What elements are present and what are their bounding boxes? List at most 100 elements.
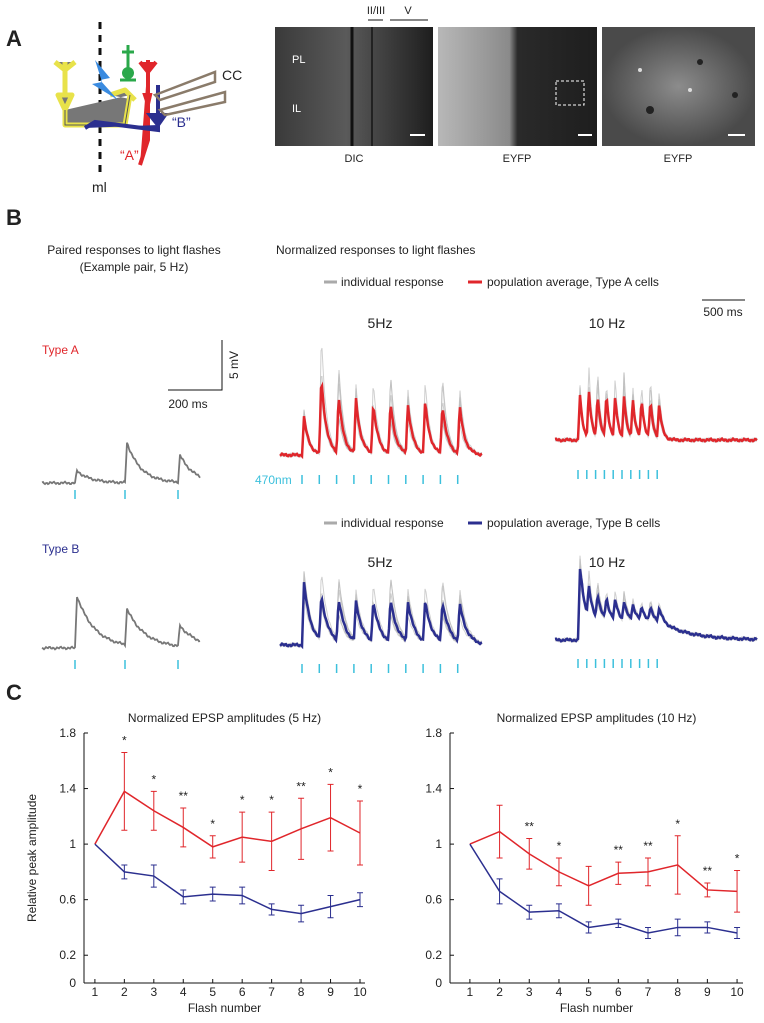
error-bar — [704, 882, 711, 898]
error-bar — [268, 903, 275, 916]
significance: ** — [614, 843, 624, 857]
individual-trace — [554, 582, 758, 641]
y-tick-label: 0.6 — [425, 893, 442, 907]
error-bar — [526, 904, 533, 920]
significance: ** — [525, 820, 535, 834]
paired-subtitle: (Example pair, 5 Hz) — [80, 260, 189, 274]
error-bar — [734, 926, 741, 940]
chart-title: Normalized EPSP amplitudes (10 Hz) — [497, 711, 697, 725]
y-tick-label: 1.8 — [59, 726, 76, 740]
error-bar — [356, 892, 363, 908]
x-tick-label: 2 — [496, 985, 503, 999]
layer-label: II/III — [367, 5, 385, 17]
legend-label: population average, Type B cells — [487, 516, 660, 530]
x-tick-label: 4 — [556, 985, 563, 999]
cc-label: CC — [222, 67, 242, 83]
x-tick-label: 4 — [180, 985, 187, 999]
x-tick-label: 5 — [585, 985, 592, 999]
x-tick-label: 10 — [353, 985, 367, 999]
condition-label: 5Hz — [368, 315, 393, 331]
error-bar — [356, 800, 363, 866]
condition-label: 10 Hz — [589, 315, 626, 331]
significance: ** — [643, 839, 653, 853]
y-tick-label: 0 — [435, 976, 442, 990]
x-axis-label: Flash number — [560, 1001, 633, 1015]
x-tick-label: 3 — [526, 985, 533, 999]
type-b-row: Type B individual response population av… — [42, 516, 660, 570]
significance: * — [269, 793, 274, 807]
legend-label: individual response — [341, 275, 444, 289]
region-label: IL — [292, 103, 301, 115]
x-tick-label: 5 — [209, 985, 216, 999]
x-tick-label: 7 — [268, 985, 275, 999]
y-tick-label: 0.6 — [59, 893, 76, 907]
significance: * — [151, 772, 156, 786]
charts: Normalized EPSP amplitudes (5 Hz) Relativ… — [25, 711, 744, 1015]
error-bar — [555, 903, 562, 919]
error-bar — [645, 857, 652, 887]
individual-trace — [554, 558, 758, 641]
average-trace — [279, 381, 483, 460]
image-caption: EYFP — [664, 153, 693, 165]
error-bar — [298, 904, 305, 923]
y-tick-label: 1 — [69, 837, 76, 851]
cell-type: Type B — [42, 542, 79, 556]
error-bar — [150, 790, 157, 831]
average-trace — [554, 391, 758, 443]
error-bar — [150, 864, 157, 888]
series-line — [94, 843, 361, 915]
type-a-row: Type A individual response population av… — [42, 275, 659, 357]
significance: ** — [179, 789, 189, 803]
average-trace — [279, 582, 483, 650]
x-tick-label: 7 — [645, 985, 652, 999]
x-tick-label: 2 — [121, 985, 128, 999]
chart-title: Normalized EPSP amplitudes (5 Hz) — [128, 711, 321, 725]
error-bar — [209, 835, 216, 859]
error-bar — [121, 751, 128, 831]
error-bar — [496, 804, 503, 859]
layer-label: V — [404, 5, 412, 17]
significance: * — [557, 839, 562, 853]
series-line — [94, 790, 361, 848]
error-bar — [526, 838, 533, 870]
significance: * — [328, 765, 333, 779]
y-tick-label: 1.8 — [425, 726, 442, 740]
panel-label: A — [6, 26, 22, 51]
series-line — [469, 843, 738, 934]
significance: * — [675, 817, 680, 831]
error-bar — [585, 865, 592, 906]
y-tick-label: 1.4 — [59, 782, 76, 796]
significance: * — [210, 817, 215, 831]
panel-label: B — [6, 205, 22, 230]
error-bar — [327, 895, 334, 919]
y-tick-label: 0 — [69, 976, 76, 990]
error-bar — [704, 921, 711, 934]
voltage-scale: 5 mV — [227, 351, 241, 379]
error-bar — [674, 918, 681, 937]
x-tick-label: 3 — [150, 985, 157, 999]
error-bar — [585, 921, 592, 934]
traces — [41, 347, 758, 673]
y-tick-label: 0.2 — [425, 948, 442, 962]
error-bar — [239, 811, 246, 863]
x-axis-label: Flash number — [188, 1001, 261, 1015]
error-bar — [180, 889, 187, 905]
midline-label: ml — [92, 179, 107, 195]
error-bar — [555, 857, 562, 887]
series-line — [469, 830, 738, 893]
panel-label: C — [6, 680, 22, 705]
legend-label: individual response — [341, 516, 444, 530]
error-bar — [615, 918, 622, 928]
micrographs — [275, 19, 755, 146]
y-axis-label: Relative peak amplitude — [25, 794, 39, 922]
x-tick-label: 6 — [615, 985, 622, 999]
legend-label: population average, Type A cells — [487, 275, 659, 289]
y-tick-label: 1 — [435, 837, 442, 851]
significance: * — [358, 782, 363, 796]
significance: * — [122, 733, 127, 747]
paired-title: Paired responses to light flashes — [47, 243, 220, 257]
cell-type: Type A — [42, 343, 79, 357]
error-bar — [496, 878, 503, 905]
